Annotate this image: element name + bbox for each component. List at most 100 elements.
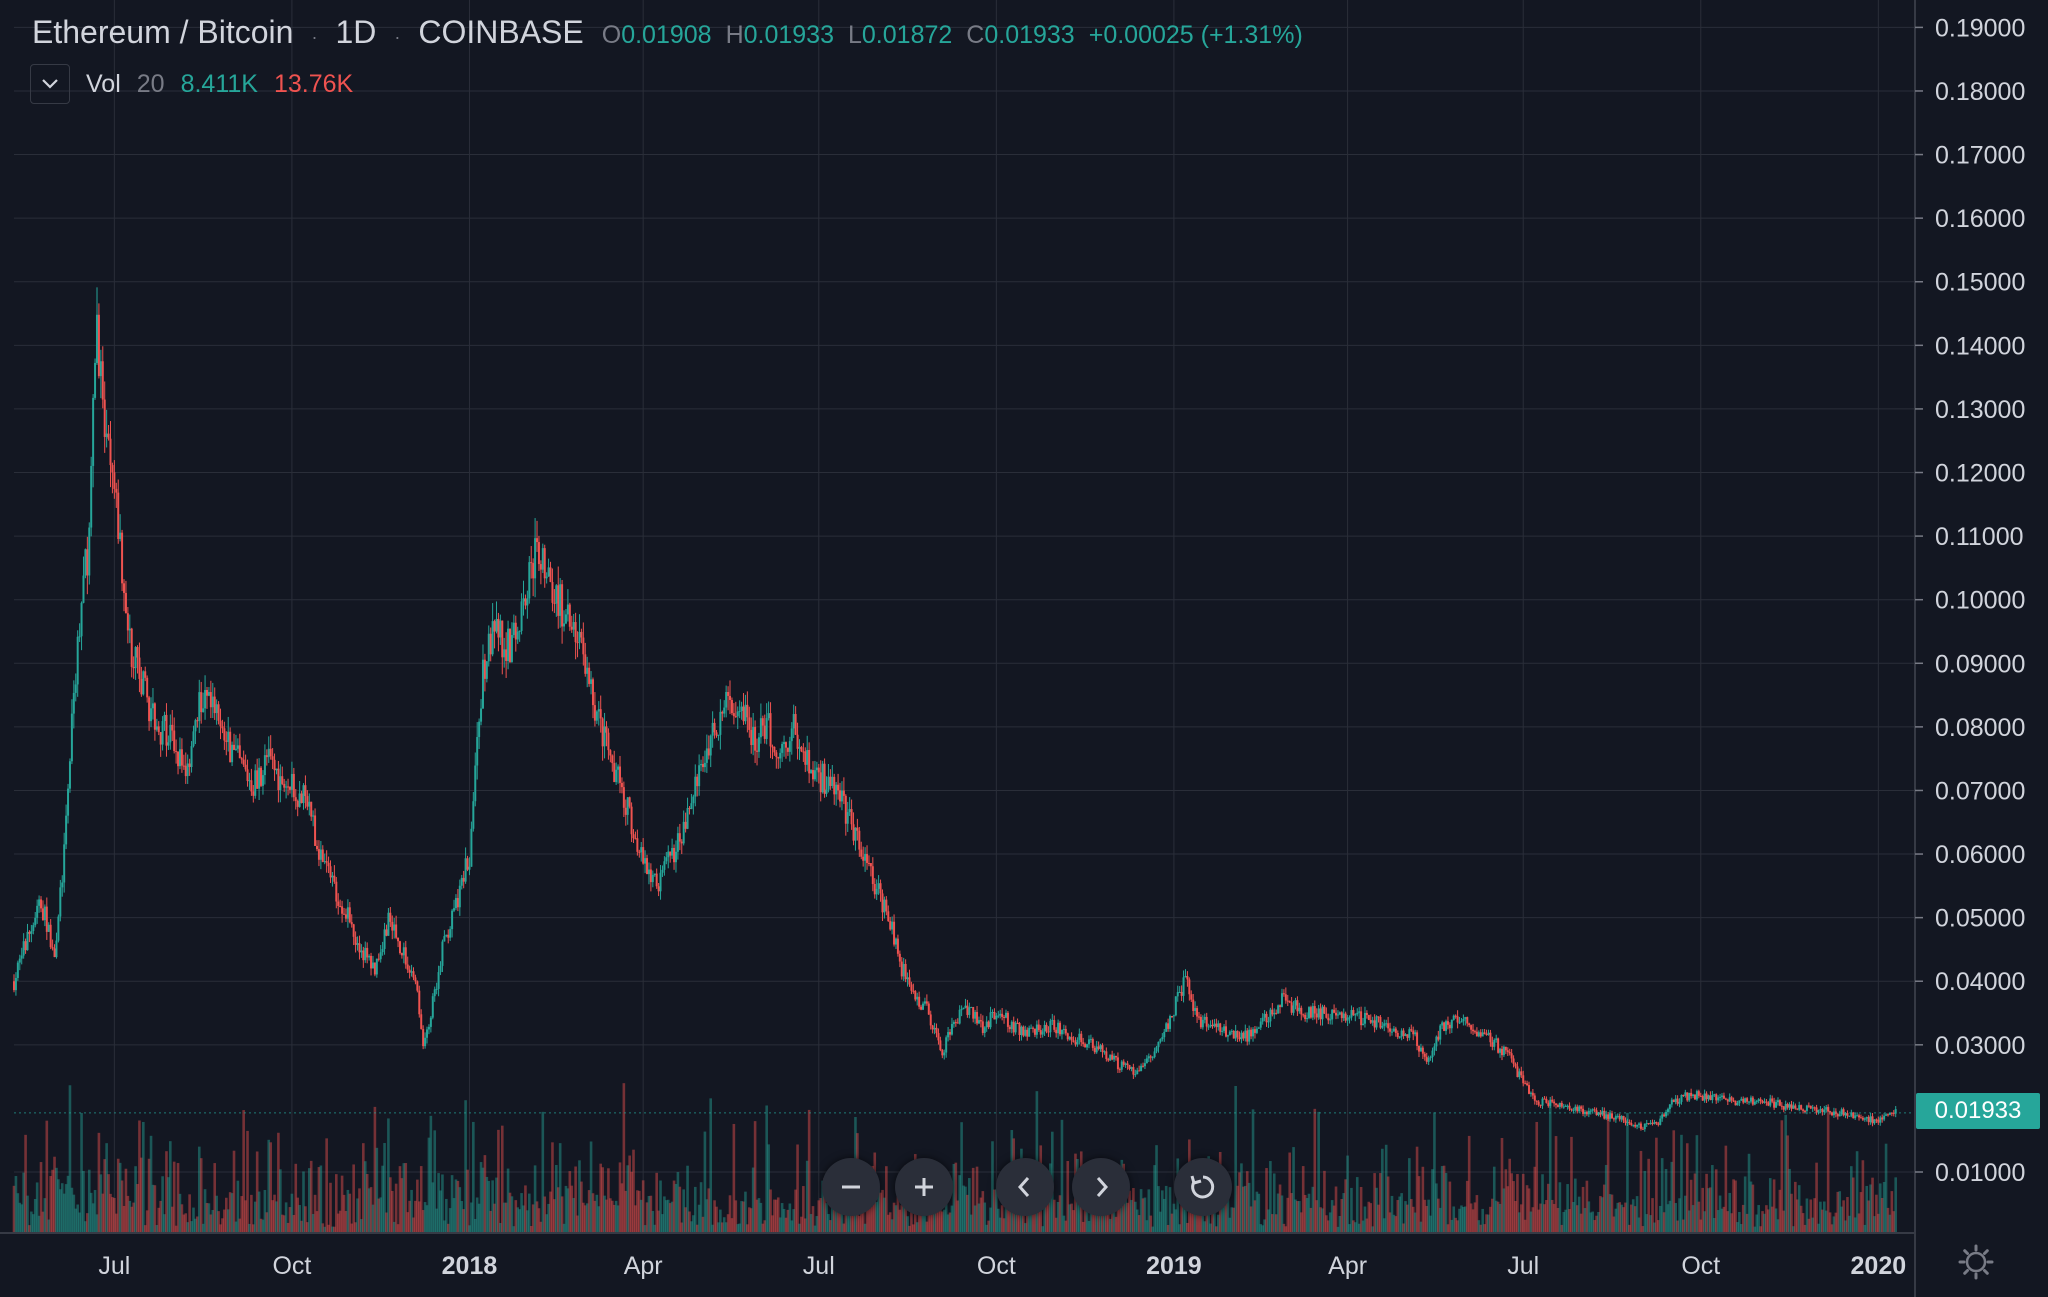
candle-body — [1479, 1032, 1482, 1037]
volume-bar — [1850, 1166, 1853, 1233]
volume-bar — [886, 1214, 890, 1233]
volume-bar — [228, 1192, 232, 1233]
volume-bar — [1560, 1224, 1564, 1233]
volume-bar — [379, 1197, 382, 1233]
candle-body — [1462, 1018, 1465, 1022]
candle-body — [1869, 1116, 1872, 1123]
volume-bar — [647, 1196, 651, 1233]
zoom-in-button[interactable] — [895, 1158, 953, 1216]
candle-body — [329, 866, 332, 878]
volume-bar — [1052, 1199, 1056, 1233]
candle-body — [891, 921, 894, 930]
scroll-right-button[interactable] — [1072, 1158, 1130, 1216]
volume-bar — [1575, 1205, 1579, 1233]
volume-bar — [1722, 1206, 1726, 1233]
volume-bar — [1751, 1184, 1755, 1233]
volume-bar — [1093, 1210, 1097, 1233]
volume-bar — [1429, 1215, 1432, 1233]
candle-body — [885, 899, 888, 912]
volume-bar — [1249, 1206, 1253, 1233]
volume-up-value: 8.411K — [180, 69, 258, 98]
volume-bar — [1276, 1193, 1280, 1233]
candle-body — [1265, 1013, 1268, 1023]
candle-body — [1302, 1014, 1305, 1016]
candle-body — [1885, 1114, 1888, 1116]
volume-bar — [1593, 1220, 1596, 1233]
candle-body — [435, 988, 438, 990]
volume-bar — [1037, 1198, 1041, 1233]
volume-bar — [1655, 1137, 1658, 1233]
volume-bar — [136, 1184, 139, 1233]
volume-bar — [794, 1189, 797, 1233]
volume-bar — [1637, 1217, 1641, 1233]
volume-bar — [491, 1180, 494, 1233]
volume-bar — [1811, 1217, 1815, 1233]
volume-bar — [1099, 1204, 1102, 1233]
candle-body — [1506, 1050, 1509, 1052]
volume-bar — [1386, 1176, 1390, 1233]
volume-bar — [1664, 1169, 1668, 1233]
candle-body — [1064, 1028, 1067, 1034]
volume-bar — [57, 1179, 60, 1233]
settings-button[interactable] — [1958, 1244, 1994, 1285]
volume-bar — [230, 1193, 234, 1233]
candle-body — [487, 633, 490, 662]
volume-bar — [99, 1174, 103, 1233]
symbol-name[interactable]: Ethereum / Bitcoin — [32, 14, 294, 50]
candle-body — [1630, 1122, 1633, 1126]
candle-body — [949, 1032, 952, 1035]
candle-body — [67, 788, 70, 816]
volume-bar — [188, 1194, 191, 1233]
zoom-out-button[interactable] — [822, 1158, 880, 1216]
volume-bar — [954, 1162, 958, 1233]
candle-body — [1603, 1110, 1606, 1119]
candle-body — [1136, 1070, 1139, 1075]
volume-down-value: 13.76K — [273, 69, 354, 98]
volume-bar — [1384, 1144, 1388, 1233]
candle-body — [922, 1003, 925, 1010]
candle-body — [1159, 1039, 1162, 1042]
volume-bar — [614, 1200, 618, 1233]
candle-body — [746, 704, 749, 718]
volume-bar — [896, 1186, 900, 1233]
volume-bar — [68, 1085, 72, 1233]
volume-bar — [1172, 1203, 1176, 1233]
candle-body — [918, 996, 921, 1007]
volume-bar — [1475, 1195, 1479, 1233]
candle-body — [520, 601, 523, 631]
reset-chart-button[interactable] — [1174, 1158, 1232, 1216]
volume-bar — [1705, 1173, 1708, 1233]
candle-body — [175, 751, 178, 753]
candle-body — [1510, 1053, 1513, 1059]
volume-bar — [294, 1163, 298, 1233]
legend-toggle-button[interactable] — [30, 64, 70, 104]
volume-bar — [1388, 1212, 1392, 1233]
volume-bar — [1699, 1219, 1703, 1233]
volume-bar — [1189, 1197, 1193, 1233]
volume-bar — [537, 1208, 541, 1233]
volume-bar — [1855, 1151, 1859, 1233]
volume-bar — [1253, 1200, 1257, 1233]
interval-label[interactable]: 1D — [335, 14, 377, 50]
volume-bar — [1772, 1179, 1776, 1233]
candle-body — [466, 858, 469, 870]
candle-body — [90, 465, 93, 528]
volume-bar — [805, 1160, 809, 1233]
candle-body — [970, 1007, 973, 1009]
volume-bar — [556, 1187, 560, 1233]
candle-body — [653, 873, 656, 875]
volume-bar — [1865, 1185, 1869, 1233]
candle-body — [1485, 1034, 1488, 1036]
volume-bar — [194, 1218, 197, 1233]
volume-bar — [178, 1193, 182, 1233]
candle-body — [74, 684, 77, 693]
scroll-left-button[interactable] — [996, 1158, 1054, 1216]
volume-bar — [1680, 1134, 1683, 1233]
candle-body — [1277, 1005, 1280, 1014]
candle-body — [601, 718, 604, 747]
volume-label[interactable]: Vol — [86, 69, 121, 98]
price-tick-label: 0.07000 — [1935, 777, 2025, 805]
volume-bar — [879, 1192, 882, 1233]
volume-bar — [719, 1209, 722, 1233]
